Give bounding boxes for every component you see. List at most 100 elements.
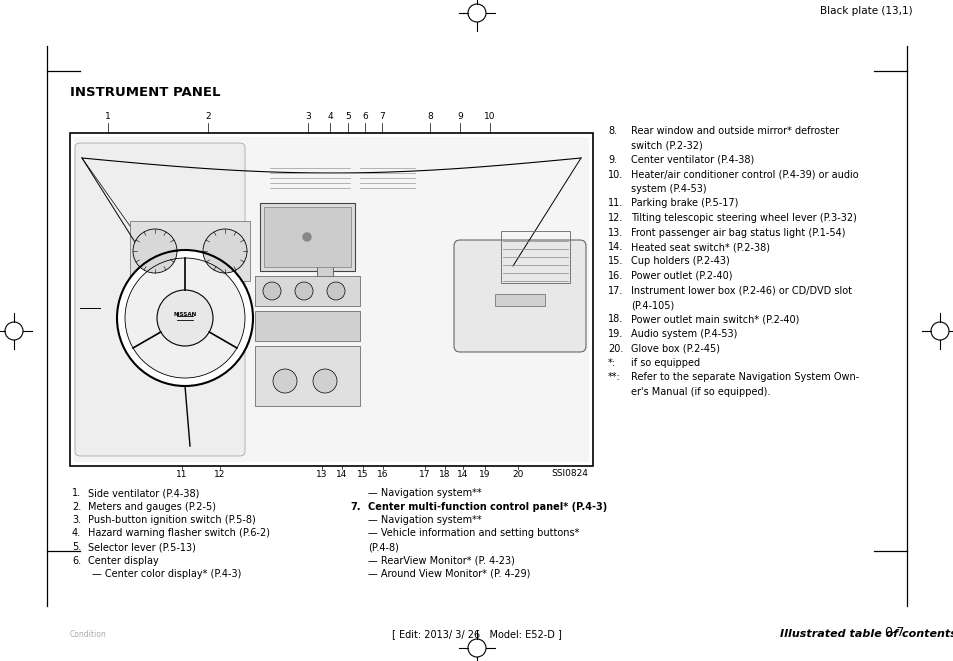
Text: 14: 14	[336, 470, 347, 479]
Text: 14.: 14.	[607, 242, 622, 252]
Text: — Vehicle information and setting buttons*: — Vehicle information and setting button…	[368, 529, 578, 539]
Text: 10.: 10.	[607, 169, 622, 180]
Circle shape	[273, 369, 296, 393]
Circle shape	[327, 282, 345, 300]
Text: NISSAN: NISSAN	[173, 311, 196, 317]
Text: SSI0824: SSI0824	[551, 469, 587, 478]
Text: [ Edit: 2013/ 3/ 26   Model: E52-D ]: [ Edit: 2013/ 3/ 26 Model: E52-D ]	[392, 629, 561, 639]
Text: 3: 3	[305, 112, 311, 121]
Bar	[254, 276, 359, 306]
Text: 8: 8	[427, 112, 433, 121]
Text: **:: **:	[607, 373, 620, 383]
Text: Heater/air conditioner control (P.4-39) or audio: Heater/air conditioner control (P.4-39) …	[630, 169, 858, 180]
Text: 13.: 13.	[607, 227, 622, 237]
Text: 20: 20	[512, 470, 523, 479]
Circle shape	[313, 369, 336, 393]
Text: 4: 4	[327, 112, 333, 121]
Text: switch (P.2-32): switch (P.2-32)	[630, 141, 702, 151]
Bar	[264, 207, 351, 267]
Text: *:: *:	[607, 358, 616, 368]
Text: 18: 18	[438, 470, 450, 479]
Circle shape	[117, 250, 253, 386]
Text: 6: 6	[362, 112, 368, 121]
Text: — RearView Monitor* (P. 4-23): — RearView Monitor* (P. 4-23)	[368, 555, 515, 566]
Text: 7: 7	[378, 112, 384, 121]
Text: (P.4-105): (P.4-105)	[630, 300, 674, 310]
Text: 13: 13	[315, 470, 328, 479]
Text: 4.: 4.	[71, 529, 81, 539]
Text: if so equipped: if so equipped	[630, 358, 700, 368]
Text: 11: 11	[176, 470, 188, 479]
Text: Center ventilator (P.4-38): Center ventilator (P.4-38)	[630, 155, 754, 165]
Text: 20.: 20.	[607, 344, 622, 354]
Bar	[260, 203, 355, 271]
Text: — Navigation system**: — Navigation system**	[368, 515, 481, 525]
Text: Power outlet (P.2-40): Power outlet (P.2-40)	[630, 271, 732, 281]
Bar	[254, 346, 359, 406]
Text: — Around View Monitor* (P. 4-29): — Around View Monitor* (P. 4-29)	[368, 569, 530, 579]
Text: Center multi-function control panel* (P.4-3): Center multi-function control panel* (P.…	[368, 502, 607, 512]
Bar	[316, 251, 333, 301]
Bar	[130, 221, 250, 281]
Text: Meters and gauges (P.2-5): Meters and gauges (P.2-5)	[88, 502, 215, 512]
Text: Parking brake (P.5-17): Parking brake (P.5-17)	[630, 198, 738, 208]
Text: Tilting telescopic steering wheel lever (P.3-32): Tilting telescopic steering wheel lever …	[630, 213, 856, 223]
Text: 15.: 15.	[607, 256, 622, 266]
Text: Push-button ignition switch (P.5-8): Push-button ignition switch (P.5-8)	[88, 515, 255, 525]
Text: (P.4-8): (P.4-8)	[368, 542, 398, 552]
Text: 2: 2	[205, 112, 211, 121]
Circle shape	[294, 282, 313, 300]
Text: 17.: 17.	[607, 286, 622, 295]
Text: Black plate (13,1): Black plate (13,1)	[820, 6, 912, 16]
Bar	[500, 231, 569, 283]
Text: 19: 19	[478, 470, 490, 479]
Circle shape	[263, 282, 281, 300]
Text: Side ventilator (P.4-38): Side ventilator (P.4-38)	[88, 488, 199, 498]
Text: 12.: 12.	[607, 213, 622, 223]
Text: Glove box (P.2-45): Glove box (P.2-45)	[630, 344, 720, 354]
Text: Instrument lower box (P.2-46) or CD/DVD slot: Instrument lower box (P.2-46) or CD/DVD …	[630, 286, 851, 295]
Text: INSTRUMENT PANEL: INSTRUMENT PANEL	[70, 86, 220, 99]
Text: 0-7: 0-7	[883, 626, 904, 639]
Text: Heated seat switch* (P.2-38): Heated seat switch* (P.2-38)	[630, 242, 769, 252]
Bar	[254, 311, 359, 341]
Bar	[74, 137, 588, 462]
Text: 17: 17	[418, 470, 431, 479]
Text: — Center color display* (P.4-3): — Center color display* (P.4-3)	[91, 569, 241, 579]
Bar	[495, 294, 544, 306]
Text: 19.: 19.	[607, 329, 622, 339]
Text: Audio system (P.4-53): Audio system (P.4-53)	[630, 329, 737, 339]
Text: 1.: 1.	[71, 488, 81, 498]
Text: 18.: 18.	[607, 315, 622, 325]
Text: Refer to the separate Navigation System Own-: Refer to the separate Navigation System …	[630, 373, 859, 383]
Text: 9: 9	[456, 112, 462, 121]
Text: — Navigation system**: — Navigation system**	[368, 488, 481, 498]
Text: Hazard warning flasher switch (P.6-2): Hazard warning flasher switch (P.6-2)	[88, 529, 270, 539]
Text: 5.: 5.	[71, 542, 81, 552]
Text: 14: 14	[456, 470, 468, 479]
Text: 9.: 9.	[607, 155, 617, 165]
Text: 3.: 3.	[71, 515, 81, 525]
FancyBboxPatch shape	[75, 143, 245, 456]
FancyBboxPatch shape	[454, 240, 585, 352]
Circle shape	[125, 258, 245, 378]
Text: 2.: 2.	[71, 502, 81, 512]
Text: 15: 15	[356, 470, 369, 479]
Circle shape	[303, 233, 311, 241]
Text: 12: 12	[214, 470, 226, 479]
Circle shape	[157, 290, 213, 346]
Circle shape	[203, 229, 247, 273]
Text: 8.: 8.	[607, 126, 617, 136]
Text: 16.: 16.	[607, 271, 622, 281]
Text: 10: 10	[484, 112, 496, 121]
Text: Power outlet main switch* (P.2-40): Power outlet main switch* (P.2-40)	[630, 315, 799, 325]
Text: 5: 5	[345, 112, 351, 121]
Text: 6.: 6.	[71, 555, 81, 566]
Text: Illustrated table of contents: Illustrated table of contents	[780, 629, 953, 639]
Bar	[70, 133, 593, 466]
Text: 1: 1	[105, 112, 111, 121]
Text: system (P.4-53): system (P.4-53)	[630, 184, 706, 194]
Text: Condition: Condition	[70, 630, 107, 639]
Text: 11.: 11.	[607, 198, 622, 208]
Text: Selector lever (P.5-13): Selector lever (P.5-13)	[88, 542, 195, 552]
